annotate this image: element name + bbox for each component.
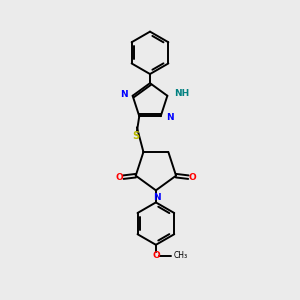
Text: O: O	[188, 173, 196, 182]
Text: N: N	[153, 193, 160, 202]
Text: CH₃: CH₃	[174, 251, 188, 260]
Text: O: O	[116, 173, 124, 182]
Text: O: O	[152, 251, 160, 260]
Text: N: N	[120, 90, 127, 99]
Text: S: S	[132, 131, 139, 141]
Text: N: N	[166, 113, 174, 122]
Text: NH: NH	[174, 89, 189, 98]
